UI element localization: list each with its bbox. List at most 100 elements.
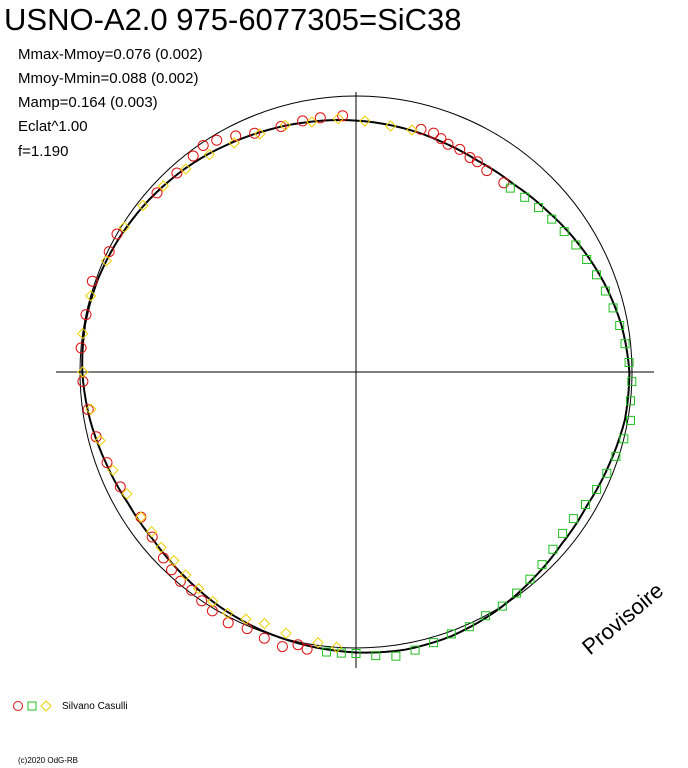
point-diamond-19: [84, 290, 97, 302]
point-circle-21: [86, 275, 98, 287]
point-diamond-13: [121, 488, 133, 500]
point-square-18: [602, 468, 612, 478]
point-square-8: [600, 286, 610, 296]
legend-diamond-icon: [40, 700, 52, 712]
point-diamond-10: [155, 541, 167, 554]
point-square-33: [391, 651, 401, 661]
point-diamond-16: [85, 403, 97, 416]
point-circle-22: [103, 246, 115, 258]
point-circle-5: [222, 617, 234, 629]
point-diamond-8: [179, 569, 192, 581]
point-circle-33: [314, 112, 326, 124]
point-circle-9: [174, 575, 186, 587]
point-circle-17: [82, 404, 94, 416]
point-diamond-3: [258, 617, 271, 630]
point-circle-20: [80, 309, 92, 321]
point-square-19: [592, 484, 602, 494]
point-square-20: [581, 500, 590, 509]
point-diamond-15: [94, 434, 106, 447]
point-square-26: [512, 588, 522, 598]
point-square-21: [568, 514, 578, 524]
point-square-14: [626, 396, 635, 406]
point-circle-26: [187, 150, 199, 162]
point-circle-19: [75, 342, 87, 354]
point-circle-37: [435, 133, 447, 145]
data-points: [75, 110, 637, 661]
point-square-9: [608, 303, 618, 313]
point-diamond-1: [312, 636, 324, 649]
point-diamond-21: [118, 221, 131, 233]
point-square-6: [582, 255, 592, 264]
point-diamond-22: [137, 199, 149, 212]
point-diamond-5: [221, 607, 234, 620]
reference-circle: [79, 95, 633, 649]
point-circle-38: [442, 138, 454, 150]
point-square-7: [592, 270, 601, 280]
point-diamond-23: [157, 180, 170, 192]
point-square-35: [351, 649, 361, 658]
point-square-1: [520, 192, 530, 202]
legend-square-icon: [27, 701, 37, 711]
point-square-25: [525, 574, 535, 584]
legend-symbols: [13, 700, 52, 712]
point-square-30: [446, 629, 456, 639]
point-diamond-4: [240, 613, 252, 625]
point-diamond-11: [145, 525, 158, 538]
point-circle-11: [157, 552, 169, 564]
point-square-27: [497, 601, 507, 611]
point-square-23: [548, 544, 558, 554]
point-circle-3: [258, 632, 270, 644]
point-square-24: [537, 560, 547, 570]
point-square-10: [615, 321, 625, 330]
copyright-notice: (c)2020 OdG-RB: [18, 756, 79, 765]
point-diamond-18: [76, 327, 89, 340]
point-diamond-14: [107, 464, 119, 476]
point-circle-25: [171, 167, 183, 179]
point-diamond-33: [406, 124, 418, 136]
point-circle-14: [114, 481, 126, 493]
point-circle-0: [301, 643, 313, 655]
point-square-31: [429, 638, 439, 648]
point-diamond-9: [168, 554, 180, 567]
point-diamond-27: [254, 128, 266, 140]
point-circle-39: [454, 143, 466, 155]
point-circle-28: [211, 134, 223, 146]
point-circle-12: [146, 531, 158, 543]
point-circle-15: [101, 457, 113, 469]
point-circle-8: [186, 584, 198, 596]
point-diamond-28: [279, 119, 291, 132]
point-circle-1: [292, 639, 304, 651]
point-square-34: [371, 651, 381, 661]
point-diamond-12: [135, 511, 147, 523]
point-diamond-29: [306, 116, 318, 128]
point-square-16: [619, 434, 629, 444]
point-square-28: [481, 611, 491, 621]
stat-mmax-mmoy: Mmax-Mmoy=0.076 (0.002): [18, 46, 203, 63]
stat-eclat: Eclat^1.00: [18, 118, 88, 135]
point-square-22: [558, 528, 568, 538]
point-square-32: [410, 645, 420, 655]
point-square-11: [620, 339, 630, 349]
point-circle-10: [166, 564, 177, 576]
point-square-36: [336, 648, 346, 658]
point-circle-42: [481, 165, 493, 177]
point-square-37: [322, 647, 332, 657]
point-diamond-20: [100, 255, 113, 267]
point-circle-43: [498, 177, 510, 189]
point-square-29: [464, 622, 474, 632]
point-diamond-25: [203, 148, 216, 161]
chart-title: USNO-A2.0 975-6077305=SiC38: [4, 2, 462, 37]
point-diamond-26: [228, 137, 240, 149]
point-diamond-0: [330, 641, 343, 654]
point-square-15: [626, 415, 635, 425]
point-circle-27: [197, 140, 209, 151]
point-circle-23: [111, 228, 123, 240]
point-square-13: [627, 377, 637, 387]
point-diamond-24: [179, 163, 192, 175]
point-diamond-7: [192, 582, 205, 595]
point-diamond-32: [384, 120, 397, 132]
legend-author: Silvano Casulli: [62, 700, 128, 712]
point-diamond-17: [77, 366, 89, 378]
point-square-17: [611, 451, 621, 461]
legend: Silvano Casulli: [12, 698, 128, 714]
